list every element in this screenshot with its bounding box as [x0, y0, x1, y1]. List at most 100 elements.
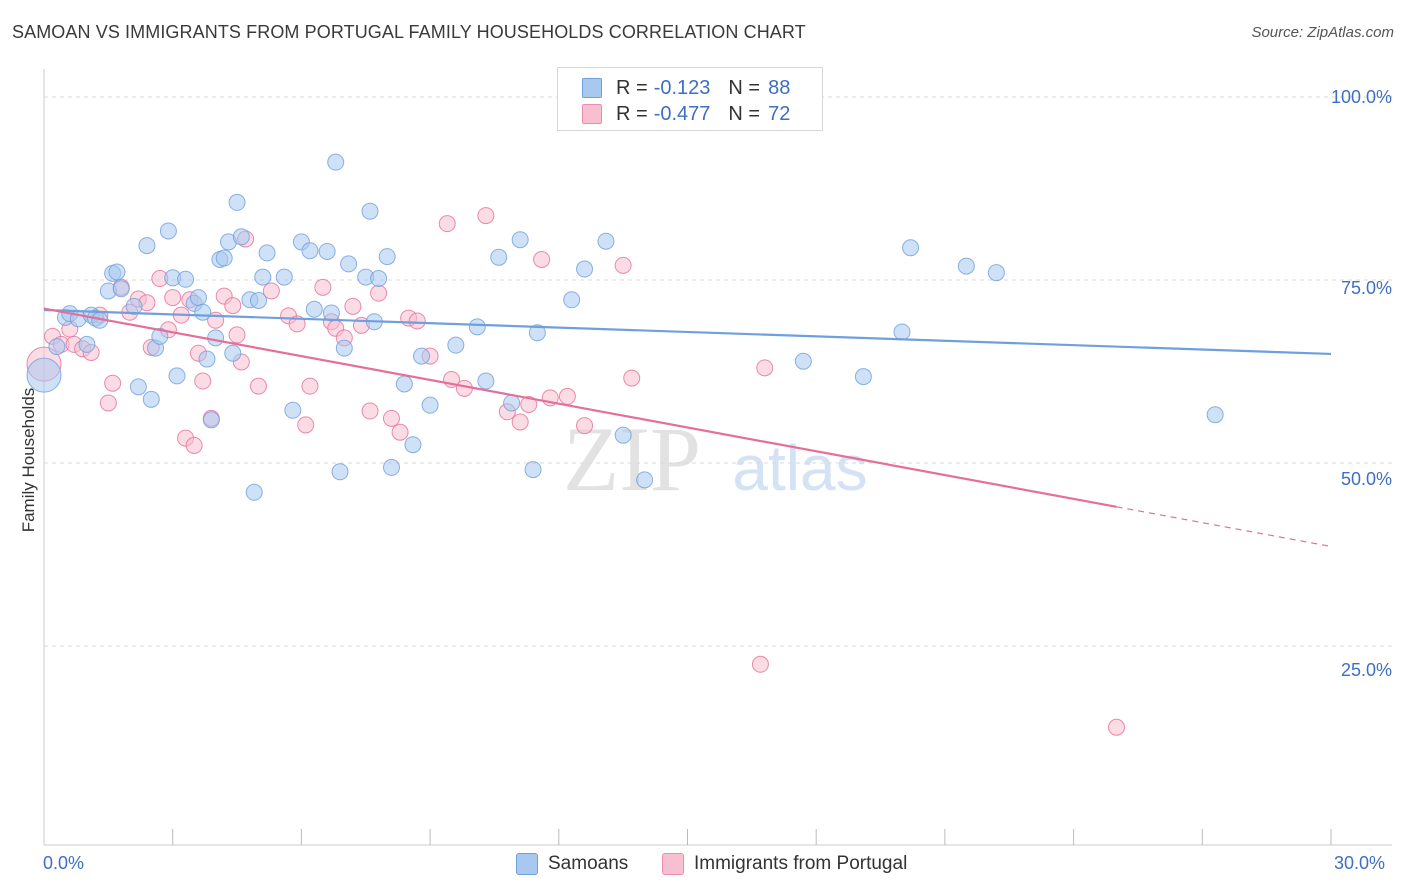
point-portugal-57 [533, 251, 551, 269]
point-samoans-27 [202, 411, 220, 429]
point-samoans-61 [447, 336, 465, 354]
point-samoans-58 [404, 436, 422, 454]
point-samoans-1 [48, 338, 66, 356]
y-tick-label-25: 25.0% [1340, 660, 1392, 680]
point-samoans-30 [215, 249, 233, 267]
y-axis-label: Family Households [19, 387, 38, 533]
point-samoans-24 [189, 289, 207, 307]
point-samoans-54 [370, 270, 388, 288]
legend-row-portugal: R = -0.477 N = 72 [582, 102, 790, 126]
point-samoans-26 [198, 350, 216, 368]
point-samoans-21 [168, 367, 186, 385]
point-samoans-50 [340, 255, 358, 273]
x-tick-label-max: 30.0% [1334, 853, 1386, 873]
trendline-portugal-extrapolated [1116, 506, 1332, 548]
point-samoans-70 [576, 260, 594, 278]
point-portugal-56 [520, 395, 538, 413]
legend-n-label: N = [728, 76, 761, 99]
point-portugal-41 [344, 297, 362, 315]
point-samoans-19 [159, 222, 177, 240]
point-samoans-65 [503, 394, 521, 412]
point-portugal-32 [262, 282, 280, 300]
bottom-legend-portugal: Immigrants from Portugal [662, 852, 907, 876]
point-samoans-76 [893, 323, 911, 341]
point-portugal-36 [301, 377, 319, 395]
legend-n-label: N = [728, 102, 761, 125]
point-samoans-39 [258, 244, 276, 262]
point-samoans-59 [413, 347, 431, 365]
point-samoans-66 [511, 231, 529, 249]
point-portugal-43 [361, 402, 379, 420]
point-samoans-45 [318, 242, 336, 260]
legend-r-value: -0.123 [653, 76, 711, 99]
y-tick-label-100: 100.0% [1330, 87, 1392, 107]
point-samoans-71 [597, 232, 615, 250]
trendline-samoans [43, 308, 1332, 356]
point-samoans-36 [245, 483, 263, 501]
legend-n-value: 72 [768, 102, 791, 125]
point-samoans-79 [987, 264, 1005, 282]
trendline-portugal [43, 307, 1117, 508]
point-samoans-46 [322, 304, 340, 322]
point-portugal-59 [558, 387, 576, 405]
point-samoans-22 [177, 270, 195, 288]
point-samoans-52 [361, 202, 379, 220]
point-portugal-50 [438, 215, 456, 233]
bottom-legend-label-samoans: Samoans [548, 853, 629, 874]
point-portugal-28 [228, 326, 246, 344]
point-samoans-72 [614, 426, 632, 444]
point-samoans-80 [1206, 406, 1224, 424]
point-samoans-14 [129, 378, 147, 396]
legend-r-value: -0.477 [653, 102, 711, 125]
point-samoans-43 [301, 242, 319, 260]
chart-title: SAMOAN VS IMMIGRANTS FROM PORTUGAL FAMIL… [12, 22, 806, 42]
point-samoans-77 [902, 239, 920, 257]
point-samoans-56 [382, 458, 400, 476]
point-samoans-73 [636, 471, 654, 489]
legend-swatch-samoans [582, 78, 602, 98]
point-portugal-34 [288, 315, 306, 333]
point-samoans-68 [528, 324, 546, 342]
point-samoans-62 [468, 318, 486, 336]
point-samoans-40 [275, 268, 293, 286]
point-samoans-33 [228, 193, 246, 211]
point-samoans-57 [395, 375, 413, 393]
point-portugal-62 [623, 369, 641, 387]
y-tick-label-75: 75.0% [1340, 278, 1392, 298]
point-portugal-17 [164, 289, 182, 307]
point-samoans-13 [125, 297, 143, 315]
point-samoans-11 [108, 263, 126, 281]
point-portugal-21 [185, 436, 203, 454]
point-samoans-44 [305, 300, 323, 318]
legend-r-label: R = [616, 102, 648, 125]
point-portugal-23 [194, 372, 212, 390]
point-samoans-78 [957, 257, 975, 275]
point-samoans-16 [142, 390, 160, 408]
point-samoans-74 [794, 352, 812, 370]
legend-n-value: 88 [768, 76, 791, 99]
stats-legend: R = -0.123 N = 88 R = -0.477 N = 72 [557, 67, 823, 131]
bottom-legend-samoans: Samoans [516, 852, 628, 876]
point-portugal-35 [297, 416, 315, 434]
point-portugal-8 [99, 394, 117, 412]
point-samoans-60 [421, 396, 439, 414]
point-samoans-34 [232, 228, 250, 246]
point-portugal-45 [382, 409, 400, 427]
point-samoans-37 [250, 291, 267, 309]
bottom-legend-swatch-portugal [662, 853, 684, 875]
point-portugal-53 [477, 207, 495, 225]
point-portugal-31 [250, 377, 267, 395]
point-portugal-27 [224, 297, 242, 315]
y-tick-label-50: 50.0% [1340, 469, 1392, 489]
point-portugal-48 [408, 312, 426, 330]
point-samoans-12 [112, 280, 130, 298]
point-samoans-41 [284, 401, 302, 419]
source-label: Source: ZipAtlas.com [1251, 24, 1394, 41]
point-samoans-47 [327, 153, 345, 171]
point-samoans-64 [490, 248, 508, 266]
point-samoans-28 [207, 329, 225, 347]
point-portugal-44 [370, 284, 388, 302]
point-samoans-75 [854, 368, 872, 386]
bottom-legend-label-portugal: Immigrants from Portugal [694, 853, 908, 874]
